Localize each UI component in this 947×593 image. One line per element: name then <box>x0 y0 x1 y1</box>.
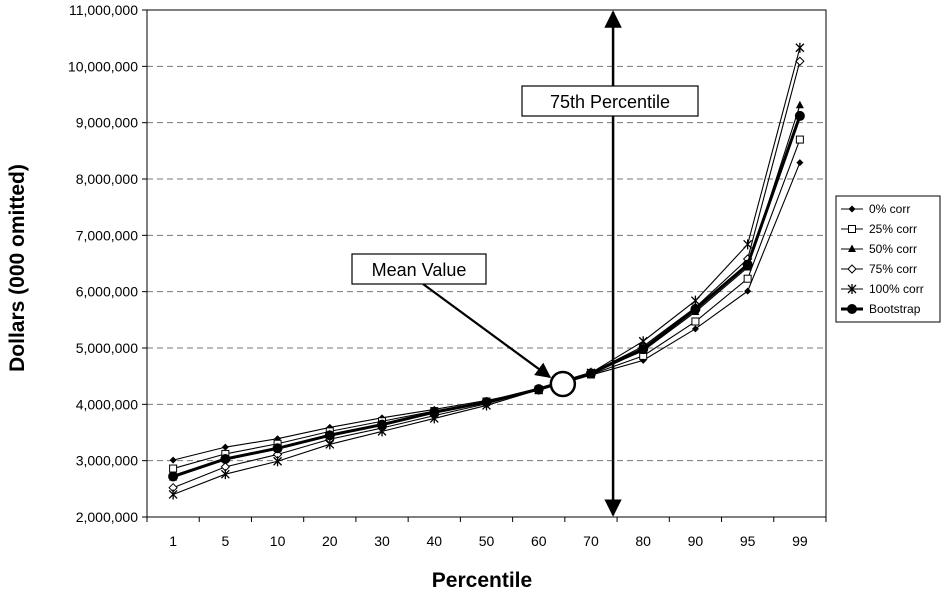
series-25-corr <box>169 135 804 473</box>
x-tick-label: 80 <box>635 533 651 549</box>
data-point <box>690 304 701 315</box>
y-tick-label: 6,000,000 <box>76 284 138 300</box>
data-point <box>273 456 283 467</box>
mean-value-callout-text: Mean Value <box>372 260 467 280</box>
data-point <box>795 100 804 109</box>
mean-value-arrow <box>422 283 552 378</box>
data-point <box>638 344 649 355</box>
data-point <box>168 471 179 482</box>
data-point <box>796 159 804 167</box>
x-tick-label: 90 <box>688 533 704 549</box>
data-point <box>585 368 596 379</box>
x-axis-title: Percentile <box>432 569 532 592</box>
data-point <box>795 135 804 144</box>
data-point <box>220 453 231 464</box>
percentile-callout: 75th Percentile <box>521 85 699 117</box>
legend-label: 25% corr <box>869 222 917 236</box>
y-axis-title: Dollars (000 omitted) <box>6 164 29 372</box>
x-tick-label: 10 <box>270 533 286 549</box>
data-point <box>847 264 857 274</box>
x-tick-label: 1 <box>169 533 177 549</box>
y-axis-ticks: 2,000,000 3,000,000 4,000,000 5,000,000 6,00… <box>68 2 147 525</box>
y-tick-label: 8,000,000 <box>76 171 138 187</box>
x-tick-label: 99 <box>792 533 808 549</box>
data-point <box>169 464 178 473</box>
legend-item: 0% corr <box>841 202 910 216</box>
series-line <box>172 139 801 470</box>
data-point <box>743 239 753 250</box>
data-point <box>847 284 857 294</box>
legend-item: Bootstrap <box>841 302 921 316</box>
data-point <box>168 489 178 500</box>
y-tick-label: 2,000,000 <box>76 509 138 525</box>
legend: 0% corr 25% corr 50% corr 75% corr 100% corr… <box>835 195 941 323</box>
mean-value-callout: Mean Value <box>351 253 487 285</box>
x-tick-label: 30 <box>374 533 390 549</box>
annotations: 75th Percentile Mean Value <box>351 10 699 517</box>
data-point <box>533 384 544 395</box>
legend-label: 50% corr <box>869 242 917 256</box>
y-tick-label: 10,000,000 <box>68 58 138 74</box>
series-line <box>172 162 801 461</box>
legend-item: 100% corr <box>841 282 924 296</box>
y-tick-label: 9,000,000 <box>76 115 138 131</box>
plot-area-border <box>146 9 827 518</box>
y-tick-label: 3,000,000 <box>76 453 138 469</box>
series-line <box>172 115 802 478</box>
data-point <box>794 110 805 121</box>
data-point <box>691 317 700 326</box>
data-point <box>848 205 856 213</box>
mean-value-circle <box>549 370 577 398</box>
data-point <box>795 56 805 66</box>
legend-label: 75% corr <box>869 262 917 276</box>
x-axis-ticks: 1 5 10 20 30 40 50 60 70 80 90 95 99 <box>146 517 827 549</box>
x-tick-label: 70 <box>583 533 599 549</box>
x-tick-label: 20 <box>322 533 338 549</box>
legend-label: 0% corr <box>869 202 910 216</box>
x-tick-label: 50 <box>479 533 495 549</box>
series-layer <box>168 42 805 500</box>
x-tick-label: 5 <box>221 533 229 549</box>
data-point <box>325 439 335 450</box>
x-tick-label: 60 <box>531 533 547 549</box>
data-point <box>795 42 805 53</box>
data-point <box>221 443 229 451</box>
data-point <box>324 430 335 441</box>
data-point <box>744 287 752 295</box>
x-tick-label: 95 <box>740 533 756 549</box>
data-point <box>272 443 283 454</box>
series-50-corr <box>169 100 804 481</box>
legend-item: 50% corr <box>841 242 917 256</box>
data-point <box>742 259 753 270</box>
data-point <box>169 456 177 464</box>
data-point <box>848 225 856 233</box>
data-point <box>690 295 700 306</box>
legend-box <box>835 195 941 323</box>
data-point <box>847 304 857 314</box>
data-point <box>377 419 388 430</box>
data-point <box>848 244 856 252</box>
data-point <box>481 397 492 408</box>
series-bootstrap <box>168 110 805 482</box>
percentile-callout-text: 75th Percentile <box>550 92 670 112</box>
data-point <box>429 407 440 418</box>
x-tick-label: 40 <box>426 533 442 549</box>
legend-item: 25% corr <box>841 222 917 236</box>
data-point <box>220 469 230 480</box>
y-tick-label: 11,000,000 <box>69 2 138 18</box>
y-tick-label: 4,000,000 <box>76 396 138 412</box>
data-point <box>691 325 699 333</box>
y-tick-label: 5,000,000 <box>76 340 138 356</box>
data-point <box>743 274 752 283</box>
legend-item: 75% corr <box>841 262 917 276</box>
legend-label: 100% corr <box>869 282 924 296</box>
legend-label: Bootstrap <box>869 302 921 316</box>
y-tick-label: 7,000,000 <box>76 227 138 243</box>
